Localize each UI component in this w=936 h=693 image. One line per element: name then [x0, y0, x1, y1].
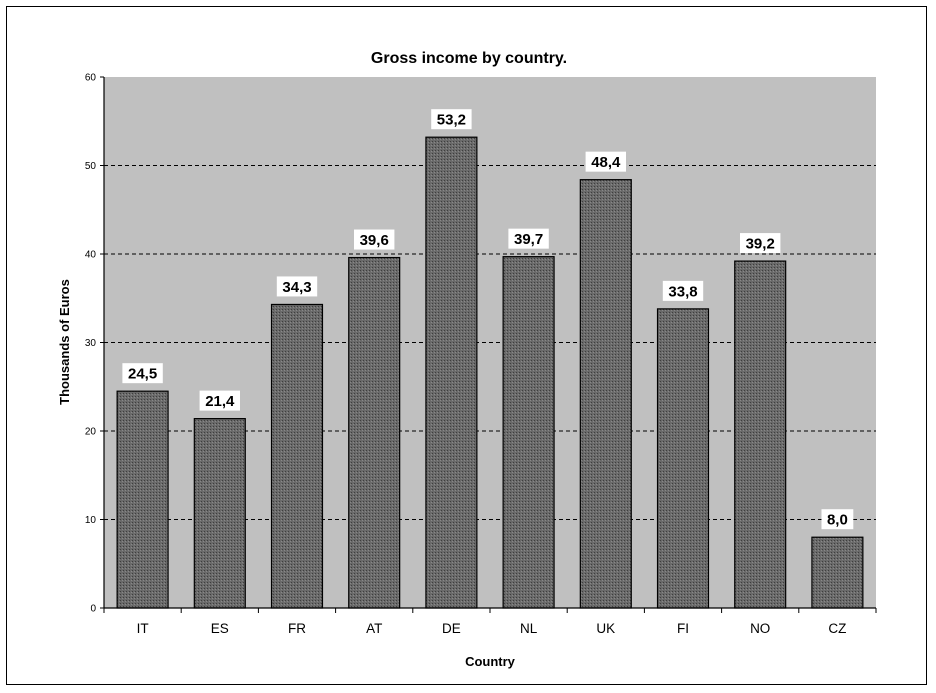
- x-axis-title: Country: [465, 654, 516, 669]
- x-tick-label: CZ: [828, 621, 846, 636]
- data-label-background: [585, 151, 626, 172]
- y-axis-title: Thousands of Euros: [57, 279, 72, 405]
- x-tick-labels: IT ES FR AT DE NL UK FI NO CZ: [137, 621, 847, 636]
- x-tick-label: ES: [211, 621, 229, 636]
- data-label: 21,4: [205, 393, 235, 410]
- x-tick-label: FR: [288, 621, 306, 636]
- y-tick-labels: 0 10 20 30 40 50 60: [85, 73, 97, 615]
- data-label-background: [662, 280, 704, 301]
- x-tick-label: NL: [520, 621, 538, 636]
- bar: [193, 418, 246, 609]
- bar: [579, 179, 632, 609]
- bar: [811, 536, 864, 609]
- chart-title: Gross income by country.: [371, 50, 567, 67]
- bar: [656, 308, 710, 609]
- x-tick-label: DE: [442, 621, 461, 636]
- bar: [734, 260, 787, 609]
- data-label-background: [431, 109, 472, 130]
- bar: [116, 390, 169, 609]
- bars: [116, 136, 864, 609]
- bar: [270, 303, 324, 609]
- data-label-background: [199, 390, 240, 411]
- data-label: 24,5: [128, 366, 157, 383]
- data-label: 53,2: [437, 112, 466, 129]
- data-label: 34,3: [282, 279, 311, 296]
- y-tick-label: 0: [90, 604, 96, 615]
- y-tick-label: 50: [85, 161, 97, 172]
- data-label-background: [276, 276, 318, 297]
- y-tick-label: 60: [85, 73, 97, 84]
- data-label-background: [508, 228, 549, 249]
- data-label: 33,8: [668, 283, 697, 300]
- x-tick-label: IT: [137, 621, 149, 636]
- bar: [502, 256, 555, 609]
- bar: [348, 256, 401, 609]
- data-label: 39,6: [360, 232, 389, 249]
- y-tick-label: 40: [85, 250, 97, 261]
- bar: [425, 136, 478, 609]
- x-tick-label: UK: [596, 621, 615, 636]
- y-tick-label: 30: [85, 338, 97, 349]
- data-label-background: [821, 509, 854, 530]
- x-tick-label: FI: [677, 621, 689, 636]
- data-labels: 24,5 21,4 34,3 39,6 53,2 39,7 48,4 33,8 39,2 8,0: [122, 109, 854, 530]
- x-tick-label: NO: [750, 621, 770, 636]
- data-label: 39,7: [514, 231, 543, 248]
- axes: [100, 76, 877, 613]
- data-label-background: [740, 233, 781, 254]
- data-label: 39,2: [746, 236, 775, 253]
- y-tick-label: 10: [85, 515, 97, 526]
- data-label: 8,0: [827, 512, 848, 529]
- data-label-background: [122, 363, 163, 384]
- data-label-background: [354, 229, 395, 250]
- data-label: 48,4: [591, 154, 621, 171]
- x-tick-label: AT: [366, 621, 382, 636]
- y-tick-label: 20: [85, 427, 97, 438]
